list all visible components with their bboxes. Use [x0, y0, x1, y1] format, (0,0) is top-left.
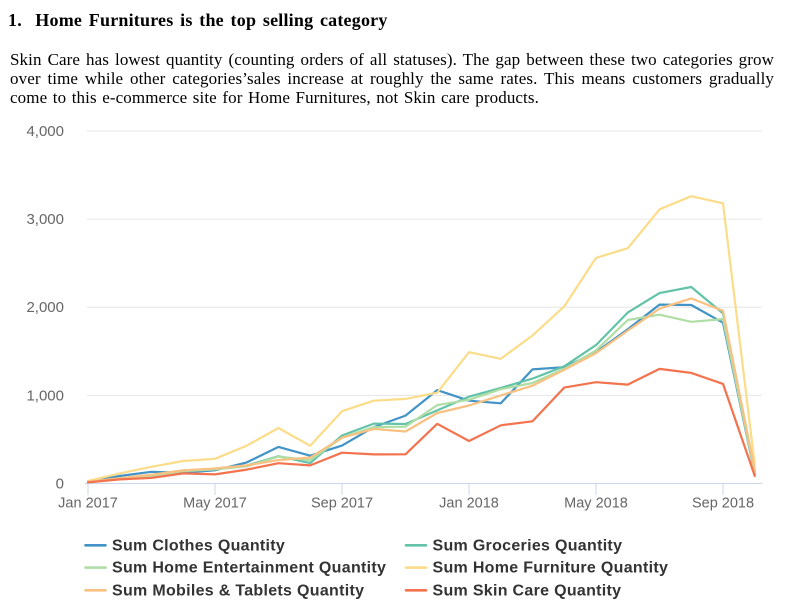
svg-text:4,000: 4,000 [26, 123, 64, 140]
svg-text:Sum Home Furniture Quantity: Sum Home Furniture Quantity [433, 560, 669, 577]
svg-text:May 2017: May 2017 [183, 496, 247, 512]
svg-text:Sum Mobiles & Tablets Quantity: Sum Mobiles & Tablets Quantity [112, 582, 364, 599]
svg-text:Sum Groceries Quantity: Sum Groceries Quantity [433, 537, 623, 554]
svg-text:Jan 2017: Jan 2017 [58, 496, 118, 512]
svg-text:Sep 2017: Sep 2017 [311, 496, 373, 512]
svg-text:Sum Clothes Quantity: Sum Clothes Quantity [112, 537, 285, 554]
svg-text:Sum Skin Care Quantity: Sum Skin Care Quantity [433, 582, 622, 599]
svg-text:Sum Home Entertainment Quantit: Sum Home Entertainment Quantity [112, 560, 386, 577]
svg-text:1,000: 1,000 [26, 387, 64, 404]
svg-text:Sep 2018: Sep 2018 [692, 496, 754, 512]
svg-text:0: 0 [56, 476, 64, 493]
svg-text:Jan 2018: Jan 2018 [439, 496, 499, 512]
svg-text:2,000: 2,000 [26, 299, 64, 316]
svg-text:May 2018: May 2018 [564, 496, 628, 512]
svg-text:3,000: 3,000 [26, 211, 64, 228]
